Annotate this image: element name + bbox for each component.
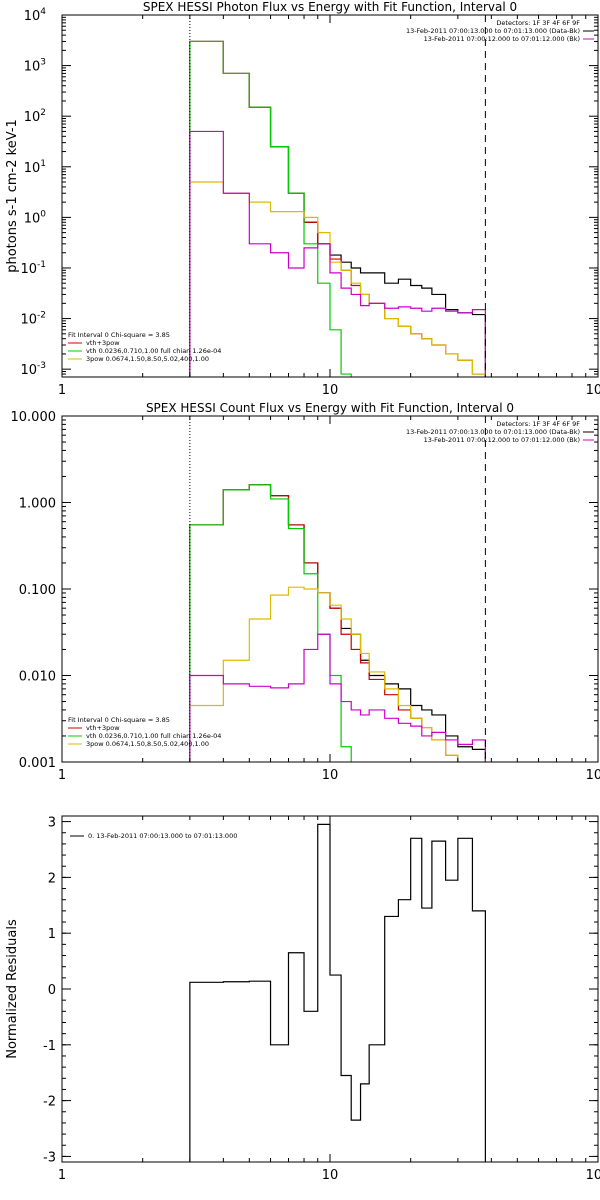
x-tick-label: 100 (586, 1168, 600, 1183)
y-tick-exponent: -1 (37, 260, 46, 270)
legend-tr-text: 13-Feb-2011 07:00:12.000 to 07:01:12.000… (424, 436, 580, 444)
y-tick-mantissa: 10 (24, 9, 41, 24)
x-tick-label: 10 (322, 768, 339, 783)
y-tick-label: 0.010 (19, 670, 56, 685)
y-tick-label: 0.100 (19, 583, 56, 598)
x-tick-label: 1 (58, 1168, 66, 1183)
series-3pow (189, 586, 459, 762)
y-tick-label: 1 (48, 927, 56, 942)
y-tick-label: 10.000 (11, 410, 57, 425)
y-tick-mantissa: 10 (24, 211, 41, 226)
chart-panel-1: SPEX HESSI Count Flux vs Energy with Fit… (11, 401, 600, 783)
y-tick-label: 2 (48, 871, 56, 886)
chart-panel-2: 1 10 100 -3 -2 -1 0 1 2 3 Normalized Residuals 0. 1… (5, 815, 600, 1183)
y-tick-exponent: -3 (37, 361, 46, 371)
legend-bl-text: vth 0.0236,0.710,1.00 full chian 1.26e-0… (86, 347, 221, 355)
chart-panel-0: SPEX HESSI Photon Flux vs Energy with Fi… (5, 0, 600, 398)
y-tick-value: -1 (43, 1039, 56, 1054)
series-group (189, 484, 486, 762)
legend-bl-text: Fit Interval 0 Chi-square = 3.85 (68, 331, 170, 339)
y-tick-label: 10-3 (20, 361, 46, 378)
series-data (189, 484, 486, 762)
y-tick-exponent: 2 (40, 108, 46, 118)
y-tick-exponent: -2 (37, 311, 46, 321)
y-tick-value: -3 (43, 1150, 56, 1165)
y-tick-value: 0.100 (19, 583, 56, 598)
x-tick-label: 100 (586, 383, 600, 398)
y-tick-value: -2 (43, 1095, 56, 1110)
y-tick-value: 1.000 (19, 497, 56, 512)
y-tick-value: 3 (48, 816, 56, 831)
y-tick-mantissa: 10 (20, 313, 37, 328)
y-tick-value: 0 (48, 983, 56, 998)
y-tick-label: 100 (24, 209, 47, 226)
legend-tr-text: 13-Feb-2011 07:00:13.000 to 07:01:13.000… (406, 27, 580, 35)
legend-tr-text: 13-Feb-2011 07:00:13.000 to 07:01:13.000… (406, 428, 580, 436)
series-residuals (189, 823, 486, 1162)
series-bk (189, 130, 486, 377)
y-tick-mantissa: 10 (24, 110, 41, 125)
series-data (189, 40, 486, 377)
y-tick-exponent: 3 (40, 58, 46, 68)
y-tick-label: 1.000 (19, 497, 56, 512)
x-tick-label: 1 (58, 383, 66, 398)
series-group (189, 40, 486, 377)
y-tick-mantissa: 10 (24, 60, 41, 75)
series-vth (189, 484, 352, 762)
y-tick-label: 101 (24, 159, 46, 176)
y-tick-label: 3 (48, 816, 56, 831)
legend-bl-text: Fit Interval 0 Chi-square = 3.85 (68, 716, 170, 724)
legend-tr-text: Detectors: 1F 3F 4F 6F 9F (496, 420, 580, 428)
legend-tl-text: 0. 13-Feb-2011 07:00:13.000 to 07:01:13.… (88, 832, 237, 840)
chart-title: SPEX HESSI Photon Flux vs Energy with Fi… (143, 0, 517, 14)
y-tick-value: 1 (48, 927, 56, 942)
y-tick-label: 0.001 (19, 756, 56, 771)
y-tick-value: 10.000 (11, 410, 57, 425)
y-tick-label: -3 (43, 1150, 56, 1165)
x-tick-label: 100 (586, 768, 600, 783)
legend-bl-text: 3pow 0.0674,1.50,8.50,5.02,400,1.00 (86, 740, 209, 748)
y-tick-label: 104 (24, 7, 47, 24)
x-tick-label: 10 (322, 383, 339, 398)
plot-frame (61, 415, 599, 763)
y-tick-value: 2 (48, 871, 56, 886)
y-tick-label: 10-2 (20, 311, 46, 328)
y-tick-label: 102 (24, 108, 46, 125)
series-group (189, 823, 486, 1162)
y-tick-mantissa: 10 (24, 161, 41, 176)
y-axis-label: photons s-1 cm-2 keV-1 (5, 119, 20, 273)
y-tick-label: -1 (43, 1039, 56, 1054)
legend-tr-text: Detectors: 1F 3F 4F 6F 9F (496, 19, 580, 27)
legend-tr-text: 13-Feb-2011 07:00:12.000 to 07:01:12.000… (424, 35, 580, 43)
series-bk (189, 633, 486, 762)
series-vth+3pow (189, 484, 459, 762)
series-3pow (189, 181, 486, 377)
y-tick-label: 0 (48, 983, 56, 998)
legend-bl-text: vth 0.0236,0.710,1.00 full chian 1.26e-0… (86, 732, 221, 740)
x-tick-label: 10 (322, 1168, 339, 1183)
y-tick-label: 103 (24, 58, 46, 75)
series-vth (189, 40, 352, 377)
legend-bl-text: vth+3pow (86, 724, 120, 732)
y-tick-exponent: 0 (40, 209, 46, 219)
legend-bl-text: 3pow 0.0674,1.50,8.50,5.02,400,1.00 (86, 355, 209, 363)
y-tick-value: 0.001 (19, 756, 56, 771)
y-axis-label: Normalized Residuals (5, 919, 20, 1059)
y-tick-exponent: 4 (40, 7, 46, 17)
y-tick-value: 0.010 (19, 670, 56, 685)
y-tick-mantissa: 10 (20, 363, 37, 378)
y-tick-mantissa: 10 (20, 262, 37, 277)
legend-bl-text: vth+3pow (86, 339, 120, 347)
y-tick-exponent: 1 (40, 159, 46, 169)
y-tick-label: -2 (43, 1095, 56, 1110)
chart-title: SPEX HESSI Count Flux vs Energy with Fit… (146, 401, 514, 415)
x-tick-label: 1 (58, 768, 66, 783)
y-tick-label: 10-1 (20, 260, 46, 277)
series-vth+3pow (189, 40, 486, 377)
